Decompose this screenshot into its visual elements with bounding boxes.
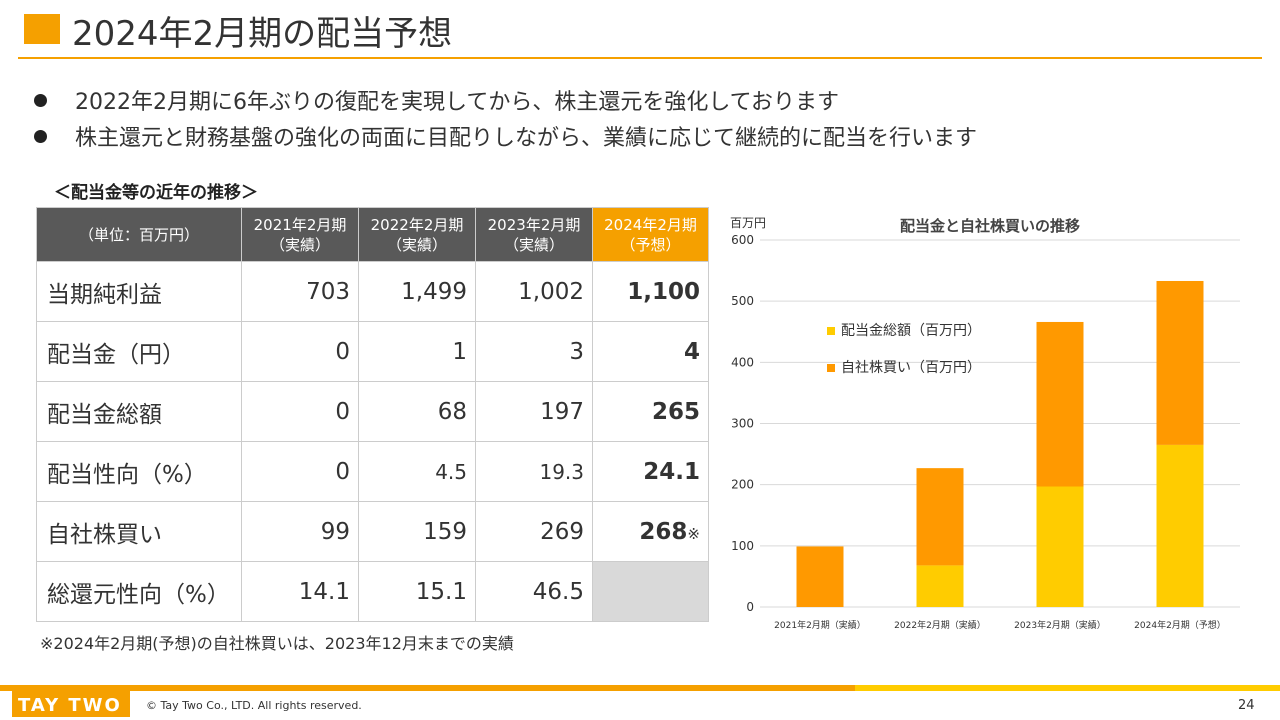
table-row: 総還元性向（%） 14.1 15.1 46.5 — [36, 561, 709, 622]
table-cell-forecast: 24.1 — [592, 441, 709, 502]
table-cell-forecast: 265 — [592, 381, 709, 442]
bullet-dot-icon — [34, 93, 47, 107]
row-label: 配当金総額 — [36, 381, 242, 442]
table-corner-cell: （単位：百万円） — [36, 207, 242, 262]
table-cell: 68 — [358, 381, 476, 442]
table-cell: 19.3 — [475, 441, 593, 502]
footer-bar-yellow — [855, 685, 1280, 691]
chart-bar — [1156, 444, 1204, 607]
chart-y-tick-label: 400 — [731, 355, 754, 369]
table-cell: 15.1 — [358, 561, 476, 622]
table-section-title: ＜配当金等の近年の推移＞ — [54, 183, 258, 203]
table-cell-empty — [592, 561, 709, 622]
row-label: 配当金（円） — [36, 321, 242, 382]
row-label: 当期純利益 — [36, 261, 242, 322]
row-label: 自社株買い — [36, 501, 242, 562]
table-cell-forecast: 268※ — [592, 501, 709, 562]
footnote: ※2024年2月期(予想)の自社株買いは、2023年12月末までの実績 — [40, 634, 514, 653]
page-title: 2024年2月期の配当予想 — [72, 14, 453, 54]
table-cell-forecast: 1,100 — [592, 261, 709, 322]
logo-icon: TAY TWO — [18, 695, 122, 716]
bullet-text: 株主還元と財務基盤の強化の両面に目配りしながら、業績に応じて継続的に配当を行いま… — [75, 126, 978, 151]
dividend-table: （単位：百万円） 2021年2月期 （実績） 2022年2月期 （実績） 2023年… — [36, 207, 709, 622]
chart-y-tick-label: 0 — [746, 600, 754, 614]
table-cell-forecast: 4 — [592, 321, 709, 382]
chart-bar — [916, 565, 964, 607]
table-column-header-highlight: 2024年2月期 （予想） — [592, 207, 709, 262]
table-cell: 0 — [241, 441, 359, 502]
table-column-header: 2022年2月期 （実績） — [358, 207, 476, 262]
page-number: 24 — [1238, 698, 1255, 713]
dividend-buyback-chart: 配当金と自社株買いの推移 百万円 0 100 200 300 400 500 600 2021年2… — [730, 216, 1240, 631]
footer-bar-orange — [0, 685, 855, 691]
table-row: 当期純利益 703 1,499 1,002 1,100 — [36, 261, 709, 322]
chart-y-tick-label: 300 — [731, 417, 754, 431]
chart-legend-swatch — [827, 364, 835, 372]
table-row: 配当性向（%） 0 4.5 19.3 24.1 — [36, 441, 709, 502]
chart-x-tick-label: 2022年2月期（実績） — [894, 619, 986, 631]
table-cell: 1,499 — [358, 261, 476, 322]
table-cell: 197 — [475, 381, 593, 442]
row-label: 総還元性向（%） — [36, 561, 242, 622]
company-logo: TAY TWO — [12, 691, 130, 717]
table-header-row: （単位：百万円） 2021年2月期 （実績） 2022年2月期 （実績） 2023年… — [36, 207, 709, 262]
chart-title: 配当金と自社株買いの推移 — [900, 217, 1080, 235]
table-cell: 0 — [241, 381, 359, 442]
chart-bar — [1036, 321, 1084, 487]
note-mark: ※ — [687, 524, 700, 543]
table-row: 自社株買い 99 159 269 268※ — [36, 501, 709, 562]
chart-y-tick-label: 500 — [731, 294, 754, 308]
table-cell: 99 — [241, 501, 359, 562]
title-underline — [18, 57, 1262, 59]
table-cell: 269 — [475, 501, 593, 562]
bullet-item: 株主還元と財務基盤の強化の両面に目配りしながら、業績に応じて継続的に配当を行いま… — [34, 120, 977, 152]
chart-legend-label: 配当金総額（百万円） — [841, 323, 981, 339]
table-cell: 3 — [475, 321, 593, 382]
bullet-dot-icon — [34, 129, 47, 143]
table-cell: 703 — [241, 261, 359, 322]
table-cell: 159 — [358, 501, 476, 562]
logo-text: TAY TWO — [18, 695, 122, 716]
table-column-header: 2023年2月期 （実績） — [475, 207, 593, 262]
table-row: 配当金総額 0 68 197 265 — [36, 381, 709, 442]
chart-y-unit-label: 百万円 — [730, 216, 766, 230]
chart-x-tick-label: 2024年2月期（予想） — [1134, 619, 1226, 631]
chart-bar — [1156, 280, 1204, 445]
title-accent-square — [24, 14, 60, 44]
table-cell: 4.5 — [358, 441, 476, 502]
chart-y-tick-label: 200 — [731, 478, 754, 492]
table-cell: 46.5 — [475, 561, 593, 622]
chart-bar — [1036, 486, 1084, 607]
chart-x-tick-label: 2021年2月期（実績） — [774, 619, 866, 631]
table-cell: 1,002 — [475, 261, 593, 322]
table-column-header: 2021年2月期 （実績） — [241, 207, 359, 262]
bullet-item: 2022年2月期に6年ぶりの復配を実現してから、株主還元を強化しております — [34, 84, 839, 116]
row-label: 配当性向（%） — [36, 441, 242, 502]
bullet-text: 2022年2月期に6年ぶりの復配を実現してから、株主還元を強化しております — [75, 90, 840, 115]
copyright-text: © Tay Two Co., LTD. All rights reserved. — [146, 699, 362, 712]
chart-y-tick-label: 100 — [731, 539, 754, 553]
chart-bar — [796, 546, 844, 607]
chart-bar — [916, 468, 964, 566]
table-cell: 14.1 — [241, 561, 359, 622]
chart-legend-label: 自社株買い（百万円） — [841, 360, 981, 376]
chart-x-tick-label: 2023年2月期（実績） — [1014, 619, 1106, 631]
chart-y-tick-label: 600 — [731, 233, 754, 247]
table-row: 配当金（円） 0 1 3 4 — [36, 321, 709, 382]
chart-legend-swatch — [827, 327, 835, 335]
table-cell: 1 — [358, 321, 476, 382]
table-cell: 0 — [241, 321, 359, 382]
cell-value: 268 — [639, 518, 688, 545]
